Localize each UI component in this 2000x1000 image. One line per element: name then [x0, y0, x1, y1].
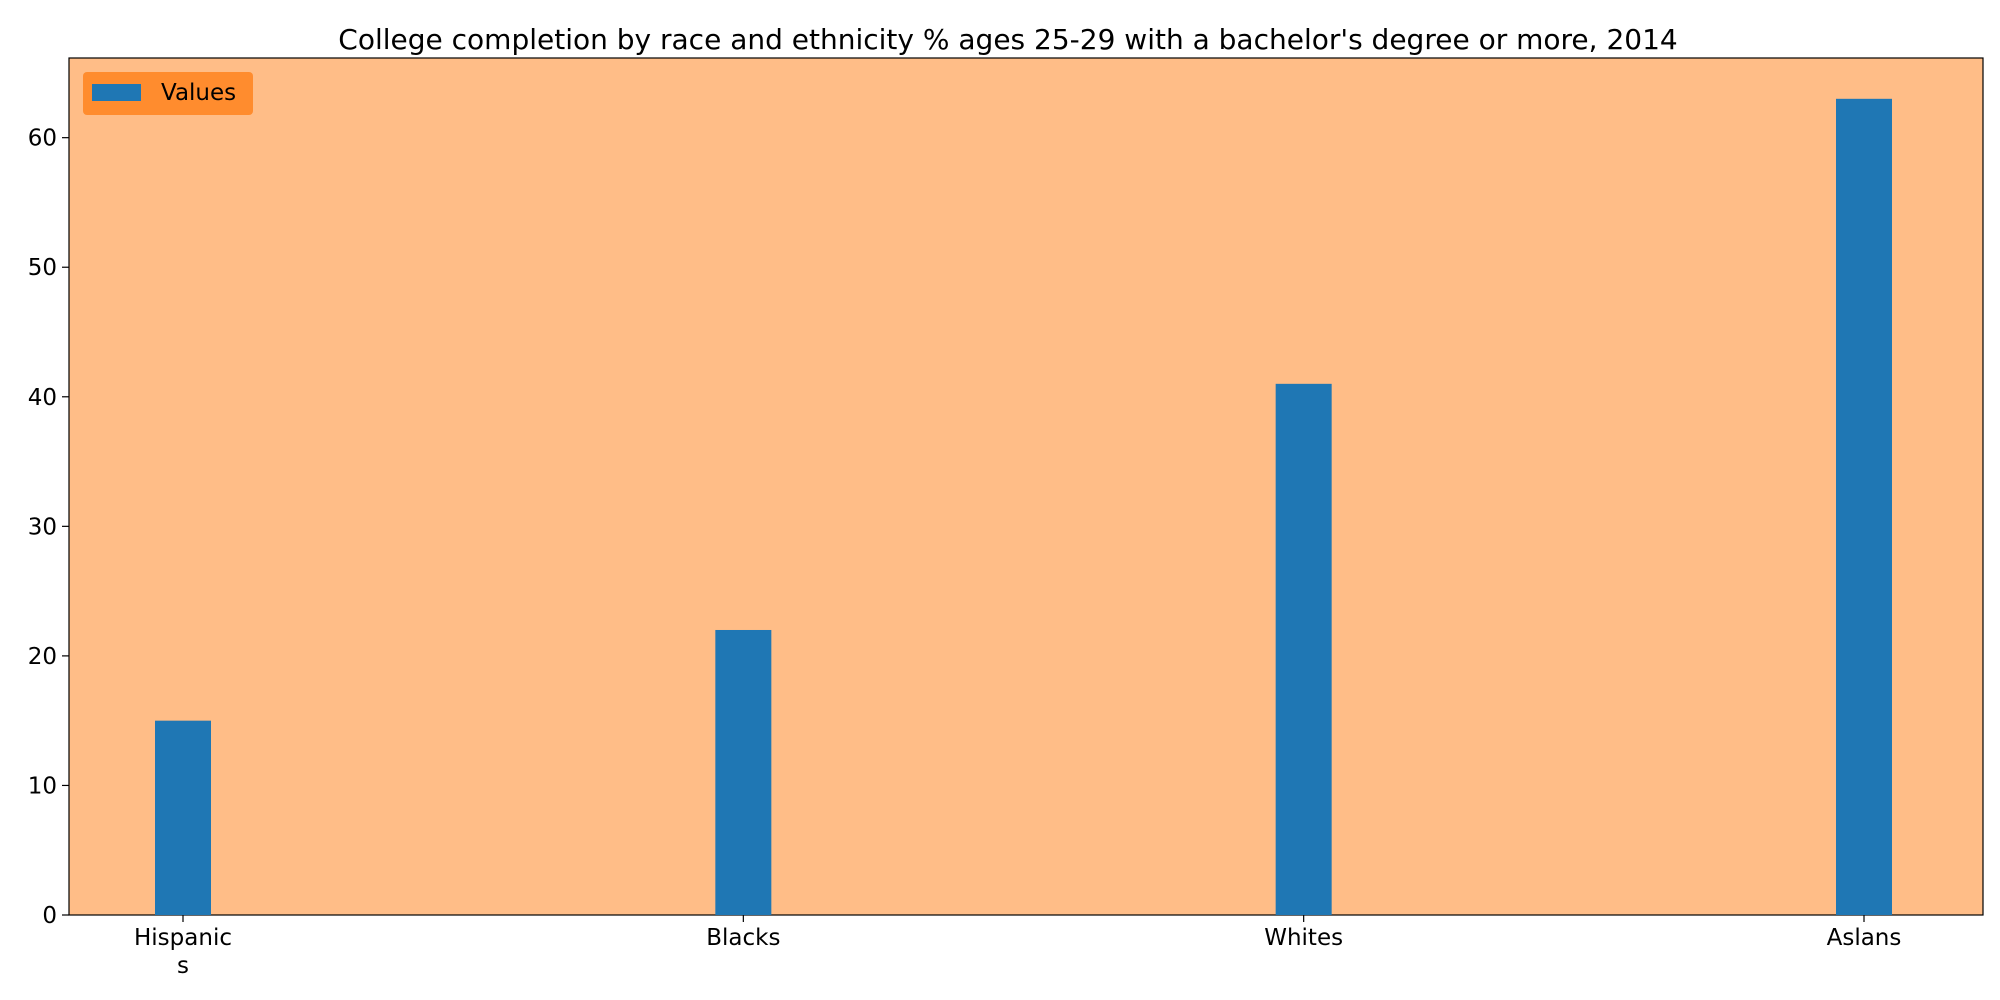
- x-tick-label: Whites: [1264, 925, 1343, 951]
- x-tick-label: Hispanic s: [134, 925, 232, 979]
- y-tick-label: 60: [28, 126, 57, 152]
- y-tick-label: 40: [28, 385, 57, 411]
- y-tick-label: 20: [28, 644, 57, 670]
- x-tick-label: Aslans: [1827, 925, 1902, 951]
- legend-label: Values: [161, 80, 236, 106]
- y-tick-label: 10: [28, 773, 57, 799]
- legend-box: [83, 72, 253, 115]
- legend: Values: [83, 72, 253, 115]
- bar: [1275, 383, 1332, 915]
- plot-area: [68, 57, 1984, 916]
- chart-title: College completion by race and ethnicity…: [338, 23, 1677, 56]
- bar: [1836, 98, 1892, 916]
- legend-swatch: [92, 84, 141, 101]
- bar: [155, 720, 211, 915]
- bar: [715, 629, 772, 915]
- y-tick-label: 50: [28, 255, 57, 281]
- x-tick-label: Blacks: [706, 925, 780, 951]
- y-tick-label: 0: [42, 903, 57, 929]
- y-tick-label: 30: [28, 514, 57, 540]
